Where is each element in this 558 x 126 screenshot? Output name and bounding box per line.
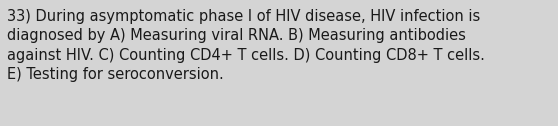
- Text: 33) During asymptomatic phase I of HIV disease, HIV infection is
diagnosed by A): 33) During asymptomatic phase I of HIV d…: [7, 9, 484, 83]
